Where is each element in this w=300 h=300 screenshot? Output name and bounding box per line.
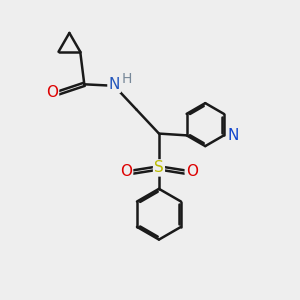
Text: O: O [120,164,132,179]
Text: O: O [186,164,198,179]
Text: N: N [109,77,120,92]
Text: O: O [46,85,58,100]
Text: S: S [154,160,164,175]
Text: H: H [122,72,132,86]
Text: N: N [227,128,239,143]
